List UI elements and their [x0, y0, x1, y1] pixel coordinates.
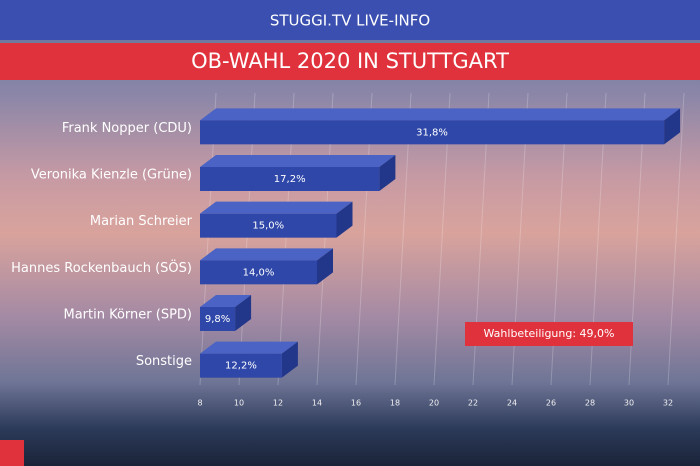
data-label: 15,0%	[252, 221, 284, 232]
bar-top	[200, 201, 353, 214]
bar-top	[200, 295, 252, 307]
x-tick-label: 8	[197, 399, 202, 408]
bar-side	[317, 248, 333, 285]
bar	[200, 201, 353, 238]
y-tick-label: Marian Schreier	[90, 214, 193, 229]
x-tick-label: 14	[312, 399, 322, 408]
bar-side	[664, 108, 681, 145]
x-tick-label: 12	[273, 399, 283, 408]
bar	[200, 295, 252, 331]
data-label: 12,2%	[225, 361, 257, 372]
bar-side	[336, 201, 353, 238]
chart-title: OB-WAHL 2020 IN STUTTGART	[191, 49, 509, 73]
y-tick-label: Frank Nopper (CDU)	[62, 121, 192, 136]
x-tick-label: 32	[663, 399, 673, 408]
grid-line	[667, 92, 685, 386]
bar-front	[200, 120, 665, 145]
y-tick-label: Veronika Kienzle (Grüne)	[31, 168, 192, 183]
bar-front	[200, 353, 282, 378]
bar-front	[200, 260, 317, 285]
bar	[200, 155, 396, 191]
header-band	[0, 0, 700, 40]
bar	[200, 108, 681, 145]
bar-front	[200, 307, 236, 331]
x-tick-label: 24	[507, 399, 517, 408]
title-band	[0, 43, 700, 80]
bar-side	[235, 295, 252, 331]
bar-front	[200, 167, 380, 191]
bar	[200, 341, 298, 378]
header: STUGGI.TV LIVE-INFO	[270, 12, 430, 30]
y-tick-label: Martin Körner (SPD)	[63, 308, 192, 323]
bar-front	[200, 213, 337, 238]
x-tick-label: 28	[585, 399, 595, 408]
bar-side	[281, 341, 298, 378]
data-label: 9,8%	[205, 314, 230, 325]
bar-top	[200, 341, 298, 354]
data-label: 14,0%	[243, 267, 275, 278]
x-tick-label: 10	[234, 399, 244, 408]
x-tick-label: 26	[546, 399, 556, 408]
x-tick-label: 18	[390, 399, 400, 408]
x-tick-label: 30	[624, 399, 634, 408]
bar	[200, 248, 333, 285]
x-tick-label: 16	[351, 399, 361, 408]
y-tick-label: Hannes Rockenbauch (SÖS)	[11, 259, 192, 276]
annotation-box	[465, 322, 633, 346]
bar-top	[200, 248, 333, 261]
bar-top	[200, 155, 396, 167]
bar-side	[379, 155, 396, 191]
data-label: 17,2%	[274, 174, 306, 185]
bar-top	[200, 108, 681, 121]
corner-mark	[0, 440, 24, 466]
x-tick-label: 22	[468, 399, 478, 408]
y-tick-label: Sonstige	[136, 354, 192, 369]
data-label: 31,8%	[416, 127, 448, 138]
annotation: Wahlbeteiligung: 49,0%	[484, 327, 615, 340]
x-tick-label: 20	[429, 399, 439, 408]
